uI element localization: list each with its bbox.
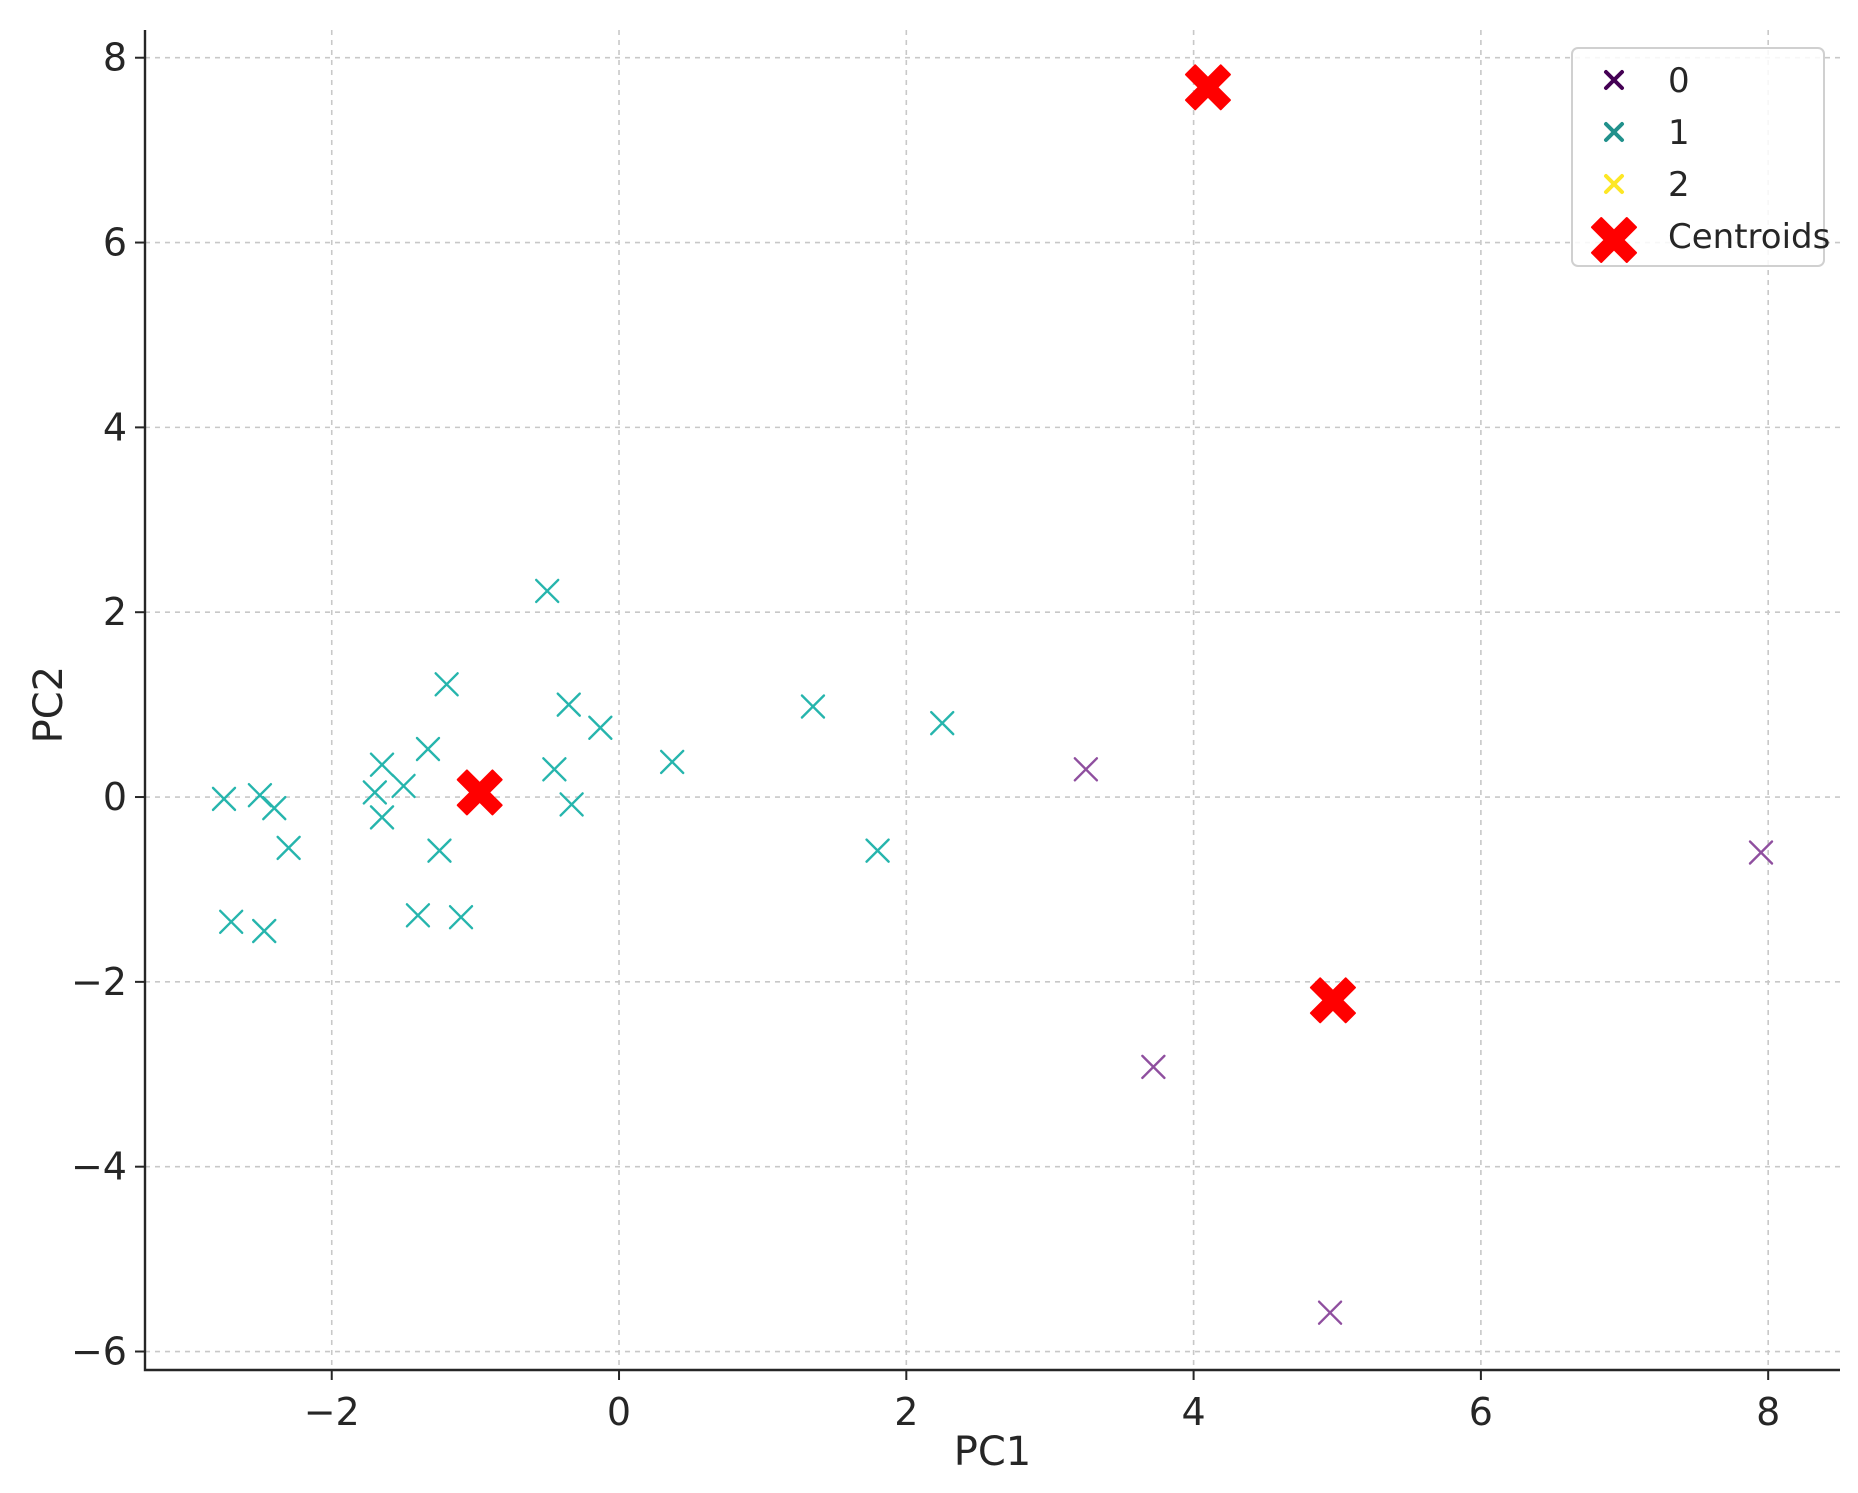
data-point-cluster-1 [556,692,581,717]
data-point-cluster-0 [1748,840,1774,865]
data-point-cluster-1 [252,918,277,944]
marker-stroke [276,835,301,861]
marker-stroke [369,805,395,830]
marker-stroke [427,838,452,863]
marker-stroke [930,710,955,736]
y-tick-label: 4 [103,405,127,449]
marker-stroke [262,795,287,821]
data-point-cluster-1 [542,757,567,782]
y-axis-label: PC2 [26,666,72,744]
x-tick-label: 8 [1756,1390,1780,1434]
legend-item: 2 [1604,165,1690,205]
legend-label: Centroids [1668,217,1830,257]
legend-item: 0 [1604,61,1690,101]
data-point-cluster-1 [211,786,237,812]
data-point-cluster-1 [535,578,560,604]
data-point-cluster-1 [262,795,287,821]
marker-stroke [800,694,826,719]
y-tick-label: 6 [103,221,127,265]
legend-label: 2 [1668,165,1690,205]
axis-spine [143,30,1840,1372]
marker-stroke [1604,70,1624,90]
data-point-cluster-0 [1073,757,1099,782]
y-tick-label: −2 [71,960,127,1004]
data-points [211,578,1774,1325]
marker-stroke [1141,1054,1166,1080]
data-point-cluster-1 [369,805,395,830]
x-axis-label: PC1 [954,1429,1032,1475]
marker-stroke [362,780,388,805]
marker-stroke [448,904,474,930]
marker-stroke [1748,840,1774,865]
x-tick-label: 0 [607,1390,631,1434]
data-point-cluster-0 [1317,1300,1343,1325]
data-point-cluster-1 [930,710,955,736]
marker-stroke [218,909,244,934]
data-point-cluster-1 [362,780,388,805]
marker-stroke [247,782,273,808]
data-point-cluster-1 [369,752,395,777]
axes-spines [143,30,1840,1372]
marker-stroke [542,757,567,782]
data-point-cluster-1 [391,773,416,799]
marker-stroke [865,838,890,863]
legend-box [1571,47,1825,267]
legend-marker-icon [1604,174,1624,194]
y-tick-label: 0 [103,775,127,819]
marker-stroke [535,578,560,604]
grid [145,30,1840,1370]
centroid-marker [1184,64,1231,111]
data-point-cluster-1 [659,749,685,775]
marker-stroke [1317,1300,1343,1325]
data-point-cluster-1 [276,835,301,861]
data-point-cluster-1 [800,694,826,719]
data-point-cluster-1 [218,909,244,934]
y-tick-label: 2 [103,590,127,634]
y-tick-label: −6 [71,1330,127,1374]
data-point-cluster-1 [588,715,613,740]
centroid-marker [456,769,503,816]
marker-stroke [588,715,613,740]
marker-stroke [559,792,584,817]
legend-marker-icon [1604,122,1624,142]
legend-label: 0 [1668,61,1690,101]
marker-stroke [434,672,459,697]
y-tick-label: 8 [103,36,127,80]
y-tick-label: −4 [71,1145,127,1189]
data-point-cluster-1 [405,903,431,928]
centroid-marker [1309,977,1356,1024]
marker-stroke [211,786,237,812]
data-point-cluster-1 [865,838,890,863]
marker-stroke [405,903,431,928]
data-point-cluster-0 [1141,1054,1166,1080]
marker-stroke [1604,174,1624,194]
data-point-cluster-1 [559,792,584,817]
marker-stroke [556,692,581,717]
y-axis-ticks: −6 −4 −2 0 2 4 6 8 [71,36,145,1374]
marker-stroke [369,752,395,777]
centroid-markers [456,64,1356,1024]
marker-stroke [659,749,685,775]
x-tick-label: −2 [304,1390,360,1434]
legend: 0 1 2 Centroids [1571,47,1830,267]
data-point-cluster-1 [427,838,452,863]
marker-stroke [1604,122,1624,142]
legend-label: 1 [1668,113,1690,153]
legend-centroid-icon [1591,217,1637,263]
data-point-cluster-1 [448,904,474,930]
marker-stroke [415,736,441,762]
marker-stroke [1073,757,1099,782]
legend-item: 1 [1604,113,1690,153]
legend-marker-icon [1604,70,1624,90]
x-tick-label: 4 [1182,1390,1206,1434]
data-point-cluster-1 [434,672,459,697]
x-tick-label: 2 [894,1390,918,1434]
data-point-cluster-1 [415,736,441,762]
marker-stroke [252,918,277,944]
x-tick-label: 6 [1469,1390,1493,1434]
marker-stroke [391,773,416,799]
x-axis-ticks: −2 0 2 4 6 8 [304,1370,1780,1434]
legend-item: Centroids [1591,217,1830,263]
